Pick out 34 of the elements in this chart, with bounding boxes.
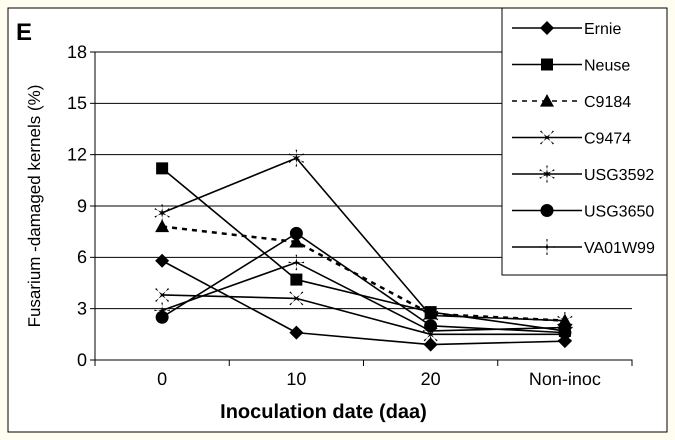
x-tick-label: 10: [286, 369, 306, 389]
point: [154, 204, 170, 222]
x-axis-title: Inoculation date (daa): [220, 401, 427, 423]
legend-label: Neuse: [584, 58, 630, 74]
point: [156, 310, 169, 324]
point: [290, 226, 303, 240]
point: [289, 291, 304, 306]
point: [424, 338, 438, 352]
point: [288, 150, 304, 166]
point: [155, 254, 170, 268]
y-tick-label: 9: [76, 196, 87, 216]
point: [155, 288, 170, 302]
legend-label: C9474: [584, 130, 632, 148]
point: [156, 162, 168, 174]
y-tick-label: 15: [66, 93, 87, 114]
point: [155, 220, 170, 232]
y-tick-label: 0: [76, 350, 87, 370]
y-tick-label: 3: [76, 298, 87, 318]
y-tick-label: 12: [66, 144, 87, 164]
legend-label: Ernie: [584, 21, 622, 38]
x-tick-label: 20: [420, 369, 441, 389]
y-tick-label: 6: [76, 247, 87, 268]
point: [288, 254, 304, 270]
chart-title: E: [16, 19, 32, 46]
x-tick-label: Non-inoc: [528, 369, 601, 389]
x-tick-label: 0: [157, 369, 168, 389]
legend-label: USG3592: [584, 167, 654, 184]
point: [289, 326, 304, 340]
y-tick-label: 18: [66, 42, 87, 62]
y-axis-title: Fusarium -damaged kernels (%): [25, 84, 44, 328]
legend-label: USG3650: [584, 204, 654, 220]
legend-label: C9184: [584, 94, 632, 111]
legend-label: VA01W99: [584, 240, 655, 257]
point: [290, 274, 302, 286]
